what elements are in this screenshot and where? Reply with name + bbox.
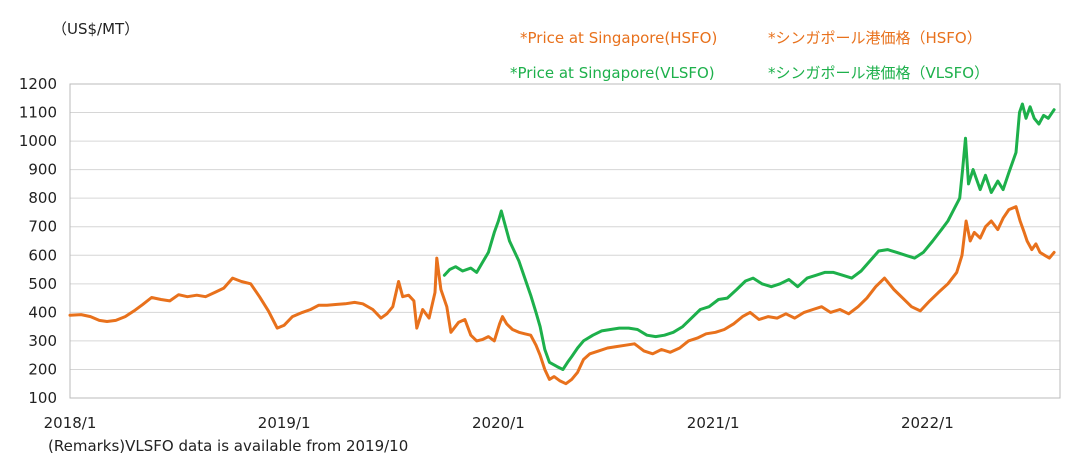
x-axis-ticks: 2018/1 2019/1 2020/1 2021/1 2022/1: [44, 414, 954, 432]
series-line-vlsfo: [442, 102, 1056, 371]
y-tick-label: 100: [28, 389, 57, 407]
y-tick-label: 1200: [19, 75, 57, 93]
x-tick-label: 2019/1: [258, 414, 311, 432]
y-axis-ticks: 100 200 300 400 500 600 700 800 900 1000 1100 1200: [19, 75, 57, 407]
legend: *Price at Singapore(HSFO) *シンガポール港価格（HSF…: [510, 29, 989, 82]
y-tick-label: 500: [28, 275, 57, 293]
y-tick-label: 300: [28, 332, 57, 350]
legend-hsfo-en: *Price at Singapore(HSFO): [520, 29, 717, 47]
gridlines: [70, 83, 1060, 399]
x-tick-label: 2021/1: [687, 414, 740, 432]
y-tick-label: 600: [28, 246, 57, 264]
y-tick-label: 1000: [19, 132, 57, 150]
remark-text: (Remarks)VLSFO data is available from 20…: [48, 437, 408, 455]
plot-border: [69, 83, 1061, 399]
unit-label: （US$/MT）: [52, 20, 139, 38]
y-tick-label: 700: [28, 218, 57, 236]
y-tick-label: 900: [28, 161, 57, 179]
y-tick-label: 1100: [19, 104, 57, 122]
legend-hsfo-ja: *シンガポール港価格（HSFO）: [768, 29, 982, 47]
x-tick-label: 2022/1: [901, 414, 954, 432]
y-tick-label: 800: [28, 189, 57, 207]
series-lines: [68, 102, 1056, 386]
y-tick-label: 200: [28, 360, 57, 378]
legend-vlsfo-en: *Price at Singapore(VLSFO): [510, 64, 715, 82]
y-tick-label: 400: [28, 303, 57, 321]
x-tick-label: 2018/1: [44, 414, 97, 432]
series-line-hsfo: [68, 205, 1056, 386]
legend-vlsfo-ja: *シンガポール港価格（VLSFO）: [768, 64, 989, 82]
x-tick-label: 2020/1: [472, 414, 525, 432]
